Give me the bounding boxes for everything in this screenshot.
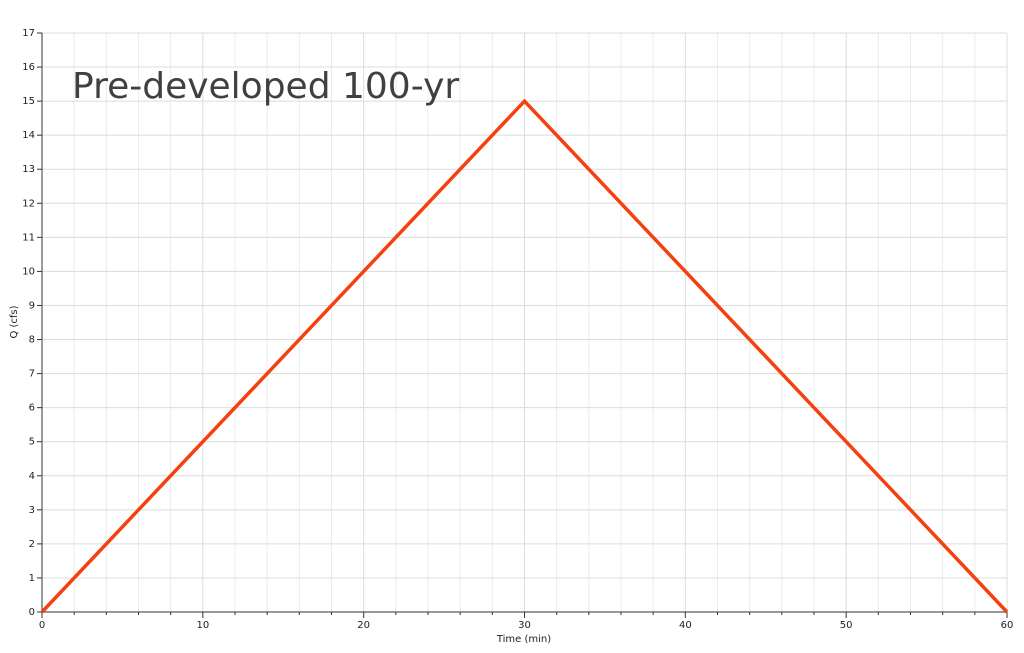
- y-tick-label: 3: [29, 505, 35, 516]
- y-tick-label: 2: [29, 539, 35, 550]
- y-tick-label: 11: [22, 232, 35, 243]
- x-tick-label: 30: [518, 620, 531, 631]
- x-tick-label: 40: [679, 620, 692, 631]
- y-tick-label: 17: [22, 28, 35, 39]
- y-tick-label: 5: [29, 437, 35, 448]
- y-tick-label: 0: [29, 607, 35, 618]
- y-tick-label: 9: [29, 300, 35, 311]
- x-axis-label: Time (min): [496, 634, 551, 645]
- x-tick-label: 20: [357, 620, 370, 631]
- x-tick-label: 0: [39, 620, 45, 631]
- x-tick-label: 50: [840, 620, 853, 631]
- y-axis-label: Q (cfs): [9, 305, 20, 338]
- annotation: Pre-developed 100-yr: [72, 66, 459, 107]
- y-tick-label: 1: [29, 573, 35, 584]
- x-tick-label: 60: [1001, 620, 1014, 631]
- y-tick-label: 7: [29, 369, 35, 380]
- y-tick-label: 4: [29, 471, 35, 482]
- y-tick-label: 8: [29, 335, 35, 346]
- y-tick-label: 10: [22, 266, 35, 277]
- y-tick-label: 16: [22, 62, 35, 73]
- y-tick-label: 6: [29, 403, 35, 414]
- x-tick-label: 10: [196, 620, 209, 631]
- y-tick-label: 15: [22, 96, 35, 107]
- y-tick-label: 12: [22, 198, 35, 209]
- y-tick-label: 13: [22, 164, 35, 175]
- data-line: [40, 98, 1009, 614]
- y-tick-label: 14: [22, 130, 35, 141]
